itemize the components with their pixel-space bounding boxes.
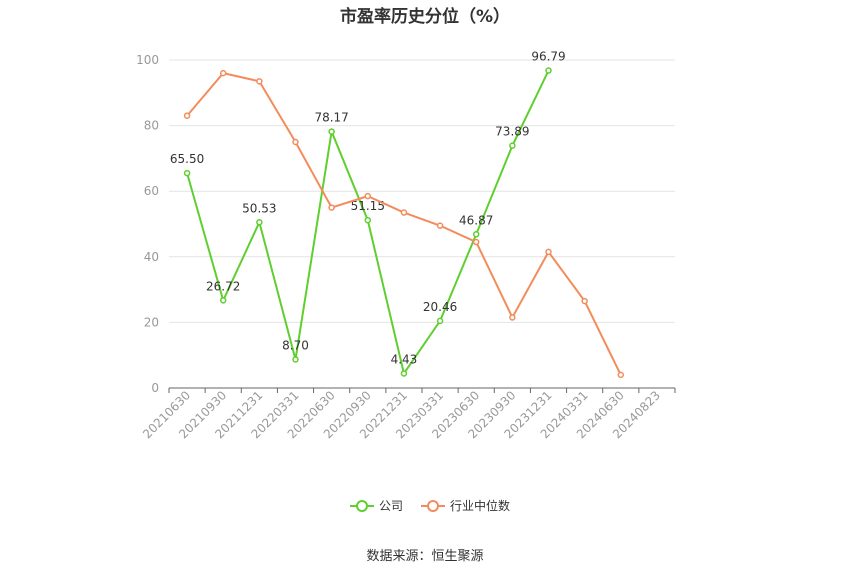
y-tick-label: 80 [144,119,159,133]
data-label: 20.46 [423,300,457,314]
data-label: 51.15 [351,199,385,213]
series-point-1 [219,69,227,77]
series-point-0 [400,370,408,377]
y-tick-label: 20 [144,315,159,329]
series-point-1 [256,78,263,85]
data-label: 73.89 [495,125,529,139]
legend-label-1: 行业中位数 [450,498,510,513]
data-label: 96.79 [531,50,565,64]
data-label: 46.87 [459,213,493,227]
series-point-1 [328,204,335,211]
series-point-0 [472,231,480,238]
series-point-1 [581,297,588,305]
data-label: 4.43 [391,352,418,366]
legend-marker-0 [356,500,368,512]
series-line-1 [186,72,622,376]
series-point-1 [472,238,480,246]
series-point-0 [509,142,516,149]
y-tick-label: 100 [136,53,159,67]
y-tick-label: 40 [144,250,159,264]
series-point-1 [400,209,408,216]
y-tick-label: 0 [151,381,159,395]
legend-label-0: 公司 [379,499,403,513]
data-label: 65.50 [170,152,204,166]
series-point-0 [328,128,335,135]
legend-marker-1 [427,500,439,512]
series-point-1 [509,314,516,321]
data-label: 78.17 [314,111,348,125]
series-point-0 [292,356,299,363]
series-point-0 [545,67,552,74]
series-point-0 [436,317,444,325]
data-source: 数据来源：恒生聚源 [366,549,484,564]
series-point-0 [219,297,227,304]
series-point-0 [364,216,372,224]
series-point-1 [436,222,444,229]
data-label: 8.70 [282,338,309,352]
series-point-1 [545,248,552,256]
series-point-0 [183,169,191,177]
series-point-1 [364,192,372,200]
y-tick-label: 60 [144,184,159,198]
series-point-0 [256,219,263,226]
series-point-1 [183,112,191,120]
series-point-1 [617,371,625,379]
data-label: 26.72 [206,279,240,293]
series-point-1 [292,138,299,146]
chart-title: 市盈率历史分位（%） [339,7,511,27]
data-label: 50.53 [242,201,276,215]
